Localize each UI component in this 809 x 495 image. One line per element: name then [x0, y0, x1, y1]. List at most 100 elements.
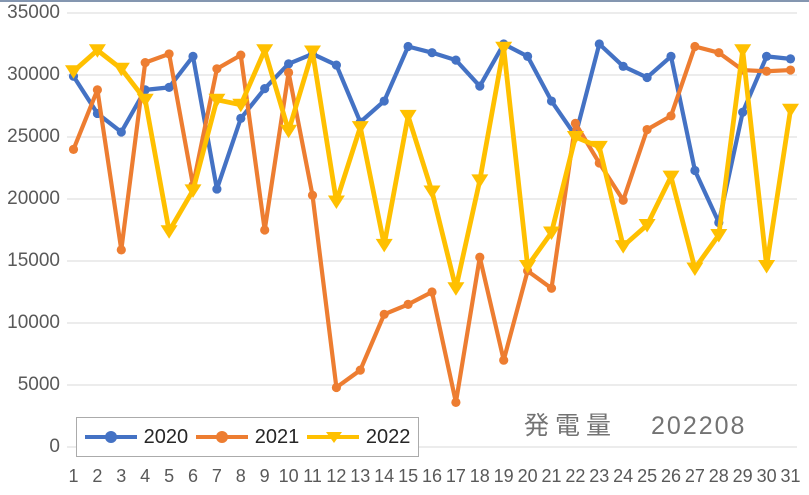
data-point-2021-day12 — [331, 382, 341, 393]
data-point-2022-day31 — [782, 103, 799, 118]
chart-title[interactable]: 発電量 202208 — [524, 406, 746, 442]
data-point-2022-day7 — [208, 93, 226, 108]
y-tick-5000: 5000 — [17, 374, 60, 395]
data-point-2021-day27 — [690, 41, 700, 52]
data-point-2022-day8 — [232, 98, 250, 113]
x-tick-12: 12 — [326, 466, 347, 486]
data-point-2021-day24 — [618, 195, 628, 205]
data-point-2022-day24 — [614, 240, 632, 254]
data-point-2021-day25 — [642, 124, 652, 135]
x-tick-16: 16 — [421, 466, 443, 486]
data-point-2022-day2 — [88, 44, 106, 58]
x-tick-4: 4 — [140, 466, 151, 486]
x-tick-13: 13 — [350, 466, 371, 486]
data-point-2022-day29 — [734, 44, 752, 58]
data-point-2022-day25 — [638, 219, 656, 233]
x-tick-6: 6 — [187, 466, 198, 486]
data-point-2021-day30 — [762, 66, 772, 76]
data-point-2020-day26 — [666, 51, 676, 62]
data-point-2022-day23 — [590, 140, 608, 155]
data-point-2020-day14 — [379, 96, 389, 106]
data-point-2020-day3 — [116, 127, 126, 137]
data-point-2020-day12 — [331, 60, 341, 70]
x-tick-20: 20 — [517, 466, 538, 486]
x-tick-30: 30 — [756, 466, 777, 486]
data-point-2020-day23 — [594, 39, 604, 49]
data-point-2021-day11 — [307, 190, 318, 200]
legend-item-2020[interactable]: 2020 — [84, 425, 189, 449]
legend-item-2022[interactable]: 2022 — [306, 425, 411, 449]
data-point-2020-day29 — [738, 107, 748, 117]
data-point-2022-day4 — [136, 93, 154, 108]
x-tick-19: 19 — [493, 466, 514, 486]
data-point-2021-day4 — [140, 58, 150, 68]
x-tick-5: 5 — [164, 466, 175, 486]
x-tick-1: 1 — [68, 466, 79, 486]
y-tick-25000: 25000 — [7, 126, 60, 147]
data-point-2021-day16 — [427, 287, 437, 297]
data-point-2022-day14 — [375, 238, 393, 253]
circle-marker-icon — [104, 431, 117, 443]
window-top-border — [0, 0, 809, 2]
x-tick-26: 26 — [660, 466, 682, 486]
data-point-2022-day18 — [471, 174, 489, 188]
y-tick-20000: 20000 — [7, 188, 60, 209]
data-point-2022-day22 — [566, 131, 584, 145]
data-point-2021-day28 — [714, 48, 724, 58]
triangle-marker-icon — [325, 432, 342, 443]
data-point-2021-day15 — [403, 299, 413, 309]
x-tick-3: 3 — [116, 466, 127, 486]
data-point-2020-day25 — [642, 72, 652, 83]
data-point-2022-day26 — [662, 170, 680, 185]
data-point-2020-day17 — [451, 55, 461, 65]
circle-marker-icon — [215, 431, 228, 443]
data-point-2022-day13 — [351, 121, 369, 135]
x-tick-25: 25 — [637, 466, 658, 486]
data-point-2022-day12 — [327, 195, 345, 209]
x-tick-29: 29 — [732, 466, 753, 486]
y-tick-15000: 15000 — [7, 250, 60, 271]
x-tick-15: 15 — [398, 466, 419, 486]
data-point-2021-day7 — [212, 64, 222, 74]
data-point-2021-day14 — [379, 309, 389, 319]
legend-label-2020: 2020 — [143, 425, 189, 448]
data-point-2022-day28 — [710, 228, 728, 243]
data-point-2021-day8 — [236, 50, 246, 60]
x-tick-17: 17 — [445, 466, 466, 486]
data-point-2021-day1 — [68, 144, 79, 154]
data-point-2021-day2 — [92, 85, 102, 95]
data-point-2021-day18 — [475, 252, 485, 262]
chart-legend[interactable]: 2020 2021 2022 — [76, 417, 419, 457]
data-point-2022-day1 — [65, 65, 82, 79]
data-point-2022-day20 — [519, 259, 537, 274]
legend-item-2021[interactable]: 2021 — [195, 426, 299, 449]
data-point-2020-day24 — [618, 61, 628, 71]
data-point-2021-day31 — [785, 65, 796, 75]
y-tick-35000: 35000 — [7, 2, 60, 23]
legend-swatch-2020 — [84, 430, 137, 444]
x-tick-21: 21 — [541, 466, 562, 486]
x-tick-9: 9 — [259, 466, 270, 486]
x-tick-24: 24 — [613, 466, 634, 486]
data-point-2022-day9 — [256, 44, 274, 58]
x-tick-18: 18 — [469, 466, 490, 486]
data-point-2021-day21 — [546, 283, 557, 293]
legend-label-2022: 2022 — [365, 425, 411, 448]
data-point-2021-day17 — [451, 397, 461, 407]
data-point-2020-day6 — [188, 51, 198, 62]
x-tick-14: 14 — [374, 466, 395, 486]
data-point-2022-day10 — [280, 124, 298, 139]
x-tick-31: 31 — [780, 466, 801, 486]
data-point-2022-day27 — [686, 262, 704, 276]
legend-swatch-2021 — [195, 430, 248, 444]
data-point-2022-day21 — [543, 226, 560, 240]
y-tick-30000: 30000 — [7, 64, 60, 85]
y-tick-0: 0 — [49, 436, 60, 457]
data-point-2022-day19 — [495, 41, 513, 56]
data-point-2020-day30 — [762, 51, 772, 62]
data-point-2021-day19 — [499, 355, 509, 365]
data-point-2020-day27 — [690, 165, 700, 176]
x-tick-11: 11 — [303, 466, 322, 486]
